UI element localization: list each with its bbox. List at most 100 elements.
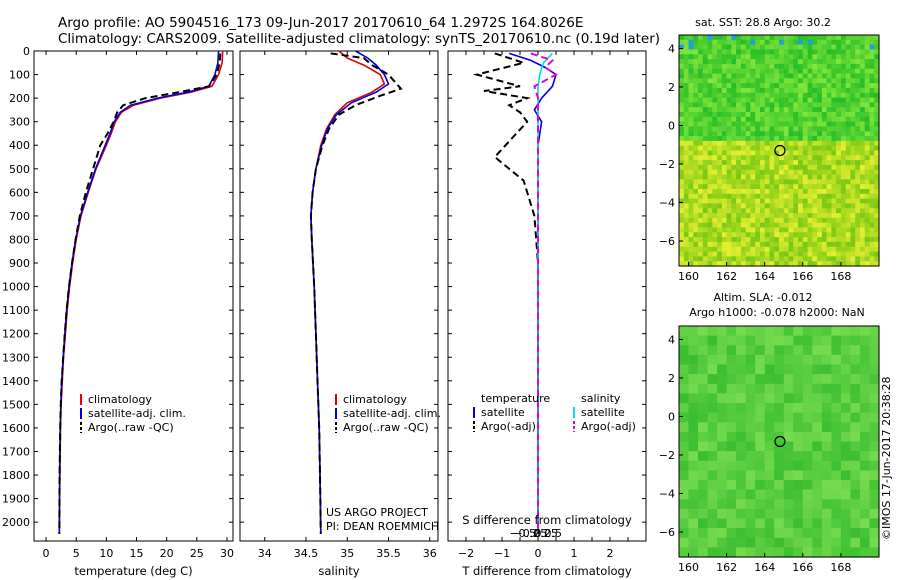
map-cell bbox=[745, 335, 756, 346]
map-cell bbox=[845, 174, 852, 180]
map-cell bbox=[860, 102, 866, 108]
map-cell bbox=[831, 393, 842, 404]
map-cell bbox=[688, 140, 694, 147]
legend-label: satellite-adj. clim. bbox=[343, 407, 441, 420]
map-cell bbox=[774, 68, 780, 75]
map-cell bbox=[850, 145, 856, 152]
map-cell bbox=[860, 179, 866, 185]
map-cell bbox=[693, 131, 699, 137]
map-cell bbox=[840, 83, 847, 89]
map-cell bbox=[760, 107, 766, 113]
map-cell bbox=[817, 136, 823, 142]
map-cell bbox=[869, 54, 875, 60]
map-cell bbox=[769, 261, 775, 267]
map-cell bbox=[798, 112, 804, 118]
map-cell bbox=[755, 39, 761, 46]
map-cell bbox=[821, 246, 828, 253]
map-cell bbox=[817, 150, 823, 156]
map-cell bbox=[779, 35, 785, 41]
map-cell bbox=[788, 203, 794, 209]
map-cell bbox=[755, 83, 761, 89]
map-cell bbox=[717, 528, 728, 539]
map-cell bbox=[855, 203, 861, 209]
map-cell bbox=[745, 73, 752, 79]
map-cell bbox=[774, 460, 785, 471]
map-cell bbox=[817, 54, 823, 60]
map-cell bbox=[850, 39, 856, 46]
map-cell bbox=[807, 198, 813, 204]
map-cell bbox=[731, 112, 737, 118]
map-cell bbox=[821, 189, 828, 195]
map-cell bbox=[783, 83, 790, 89]
map-cell bbox=[798, 107, 804, 113]
map-cell bbox=[702, 116, 709, 123]
map-cell bbox=[845, 126, 852, 132]
map-cell bbox=[802, 383, 813, 394]
map-cell bbox=[774, 232, 780, 238]
map-cell bbox=[793, 160, 799, 166]
map-cell bbox=[817, 121, 823, 127]
map-cell bbox=[688, 528, 699, 539]
map-cell bbox=[745, 518, 756, 529]
map-cell bbox=[840, 213, 847, 219]
map-cell bbox=[783, 59, 790, 65]
y-tick-label: 1500 bbox=[2, 398, 30, 411]
map-cell bbox=[688, 160, 694, 166]
map-cell bbox=[712, 174, 718, 180]
map-cell bbox=[845, 155, 852, 161]
map-cell bbox=[683, 193, 690, 200]
map-cell bbox=[707, 213, 713, 219]
map-cell bbox=[826, 232, 832, 238]
map-cell bbox=[774, 203, 780, 209]
map-cell bbox=[726, 97, 732, 103]
map-cell bbox=[817, 189, 823, 195]
map-cell bbox=[840, 518, 851, 529]
map-cell bbox=[679, 87, 685, 94]
map-cell bbox=[731, 49, 737, 55]
map-cell bbox=[764, 256, 771, 262]
map-cell bbox=[831, 121, 837, 127]
map-cell bbox=[755, 383, 766, 394]
map-cell bbox=[855, 140, 861, 147]
map-cell bbox=[755, 537, 766, 548]
map-cell bbox=[864, 256, 871, 262]
map-cell bbox=[840, 480, 851, 491]
map-cell bbox=[679, 44, 685, 50]
map-cell bbox=[802, 335, 813, 346]
map-cell bbox=[731, 150, 737, 156]
map-y-tick-label: 2 bbox=[668, 372, 675, 385]
map-cell bbox=[869, 547, 880, 558]
map-cell bbox=[812, 251, 818, 257]
map-cell bbox=[740, 184, 747, 190]
map-cell bbox=[793, 499, 804, 510]
legend-label: climatology bbox=[343, 393, 407, 406]
map-cell bbox=[845, 92, 852, 99]
map-cell bbox=[760, 174, 766, 180]
map-cell bbox=[798, 189, 804, 195]
map-cell bbox=[860, 87, 866, 94]
map-cell bbox=[717, 222, 723, 229]
map-cell bbox=[821, 256, 828, 262]
map-cell bbox=[802, 470, 813, 481]
map-cell bbox=[774, 547, 785, 558]
map-cell bbox=[755, 145, 761, 152]
map-cell bbox=[826, 87, 832, 94]
map-cell bbox=[755, 374, 766, 385]
map-cell bbox=[831, 256, 837, 262]
map-cell bbox=[745, 83, 752, 89]
map-cell bbox=[874, 213, 880, 219]
map-cell bbox=[840, 44, 847, 50]
map-cell bbox=[760, 251, 766, 257]
map-cell bbox=[679, 107, 685, 113]
map-cell bbox=[721, 261, 728, 267]
map-cell bbox=[836, 208, 842, 214]
map-cell bbox=[779, 208, 785, 214]
map-cell bbox=[783, 169, 790, 176]
map-cell bbox=[688, 393, 699, 404]
map-cell bbox=[726, 121, 732, 127]
map-cell bbox=[802, 374, 813, 385]
map-cell bbox=[726, 261, 732, 267]
map-cell bbox=[745, 116, 752, 123]
map-cell bbox=[864, 102, 871, 108]
